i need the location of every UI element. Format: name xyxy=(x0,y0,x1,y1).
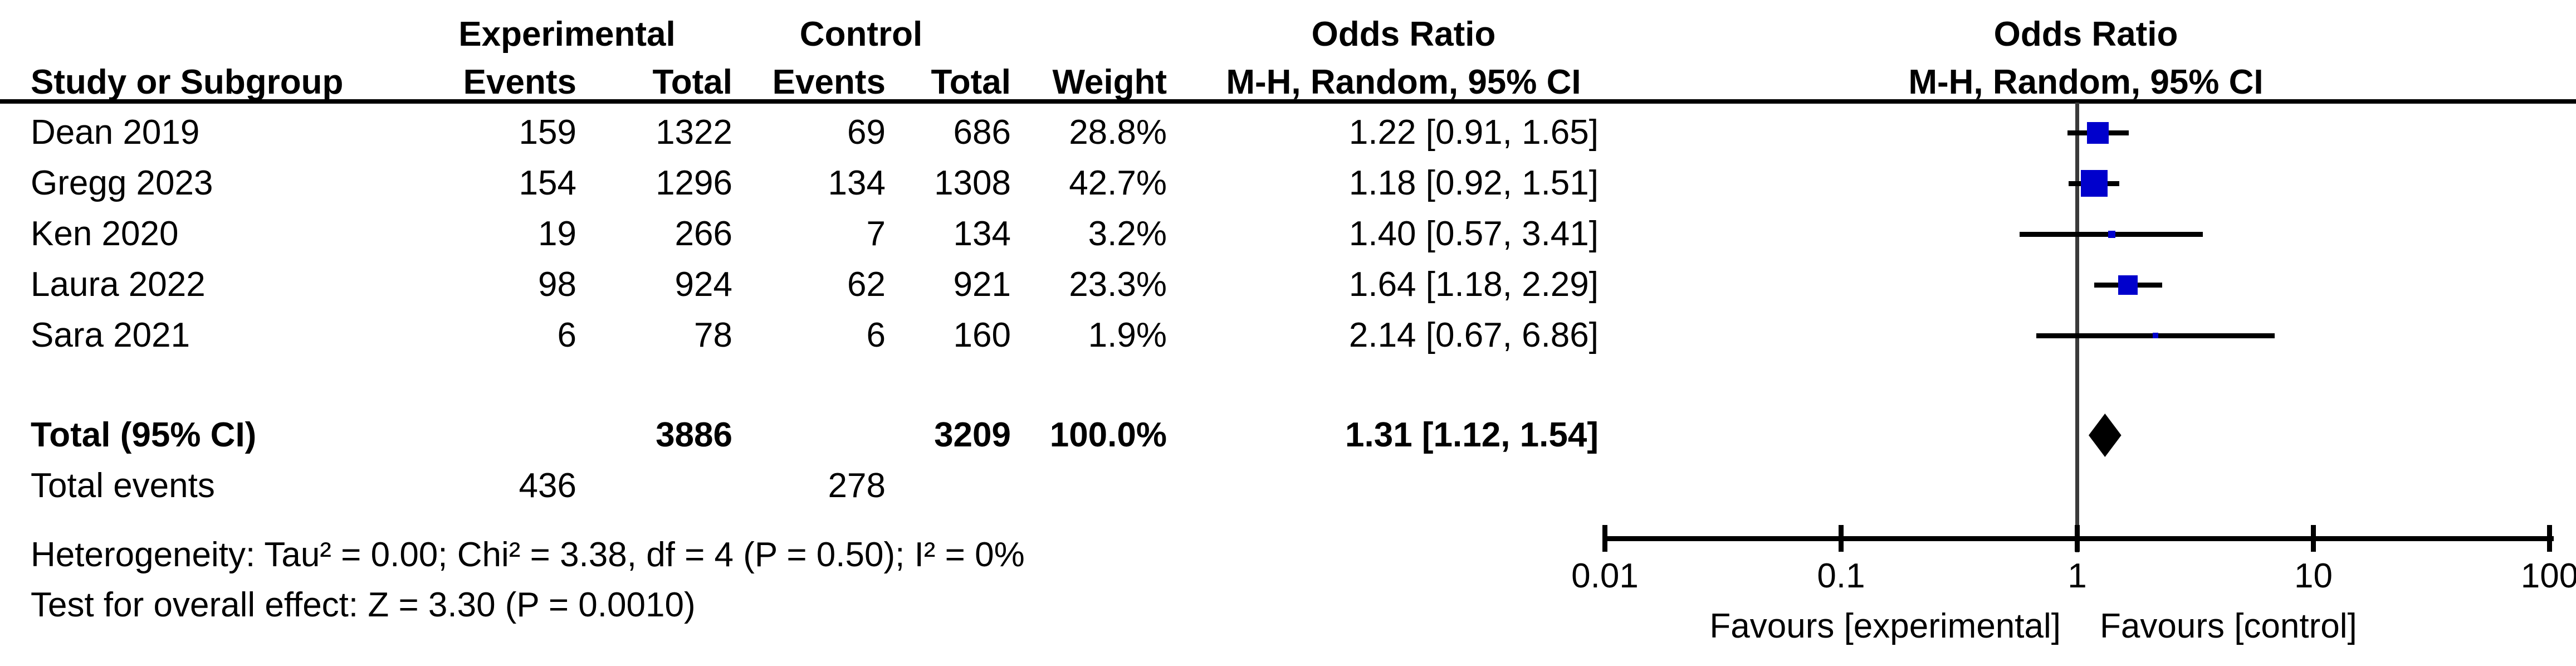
weight-cell: 28.8% xyxy=(1069,113,1167,152)
weight-cell: 3.2% xyxy=(1088,215,1167,253)
exp-total-cell: 78 xyxy=(694,316,732,354)
study-marker xyxy=(2152,333,2158,338)
ctrl-events-cell: 69 xyxy=(847,113,886,152)
axis-tick xyxy=(1839,525,1844,552)
study-name: Sara 2021 xyxy=(31,316,190,354)
exp-events-cell: 6 xyxy=(557,316,576,354)
plot-header-mh-ci: M-H, Random, 95% CI xyxy=(1908,63,2264,101)
exp-events-cell: 159 xyxy=(519,113,576,152)
col-header-study: Study or Subgroup xyxy=(31,63,344,101)
col-group-control: Control xyxy=(799,15,923,54)
axis-tick-label: 0.1 xyxy=(1817,557,1865,595)
exp-total-cell: 1322 xyxy=(656,113,732,152)
axis-tick xyxy=(2311,525,2316,552)
study-name: Dean 2019 xyxy=(31,113,200,152)
overall-effect-note: Test for overall effect: Z = 3.30 (P = 0… xyxy=(31,586,696,624)
or-ci-cell: 1.64 [1.18, 2.29] xyxy=(1348,265,1599,304)
col-header-ctrl-total: Total xyxy=(931,63,1011,101)
axis-tick-label: 10 xyxy=(2294,557,2333,595)
axis-tick xyxy=(2547,525,2552,552)
axis-tick-label: 0.01 xyxy=(1571,557,1639,595)
total-row-label: Total (95% CI) xyxy=(31,416,257,454)
col-header-ctrl-events: Events xyxy=(772,63,886,101)
study-marker xyxy=(2080,170,2108,197)
favours-control-label: Favours [control] xyxy=(2100,607,2357,645)
total-or-ci: 1.31 [1.12, 1.54] xyxy=(1345,416,1599,454)
ctrl-events-cell: 7 xyxy=(866,215,886,253)
axis-tick-label: 100 xyxy=(2520,557,2576,595)
header-rule xyxy=(0,99,2576,104)
col-group-experimental: Experimental xyxy=(458,15,676,54)
study-name: Ken 2020 xyxy=(31,215,179,253)
ctrl-total-cell: 134 xyxy=(953,215,1011,253)
axis-tick xyxy=(1602,525,1607,552)
exp-total-cell: 924 xyxy=(674,265,732,304)
col-header-exp-events: Events xyxy=(463,63,576,101)
study-name: Laura 2022 xyxy=(31,265,206,304)
ctrl-total-cell: 686 xyxy=(953,113,1011,152)
exp-events-cell: 19 xyxy=(538,215,576,253)
col-header-exp-total: Total xyxy=(652,63,733,101)
study-marker xyxy=(2118,275,2138,295)
total-exp-total: 3886 xyxy=(656,416,732,454)
col-header-weight: Weight xyxy=(1052,63,1167,101)
axis-tick-label: 1 xyxy=(2067,557,2087,595)
study-marker xyxy=(2108,230,2115,238)
total-ctrl-total: 3209 xyxy=(934,416,1011,454)
ctrl-events-cell: 6 xyxy=(866,316,886,354)
exp-total-cell: 1296 xyxy=(656,164,732,202)
col-header-mh-ci: M-H, Random, 95% CI xyxy=(1226,63,1581,101)
ctrl-events-cell: 62 xyxy=(847,265,886,304)
study-marker xyxy=(2086,121,2109,144)
axis-tick xyxy=(2075,525,2080,552)
weight-cell: 1.9% xyxy=(1088,316,1167,354)
exp-events-cell: 98 xyxy=(538,265,576,304)
total-events-exp: 436 xyxy=(519,466,576,505)
exp-events-cell: 154 xyxy=(519,164,576,202)
ctrl-events-cell: 134 xyxy=(828,164,886,202)
pooled-diamond xyxy=(2089,414,2122,457)
or-ci-cell: 2.14 [0.67, 6.86] xyxy=(1348,316,1599,354)
null-effect-line xyxy=(2075,103,2079,552)
or-ci-cell: 1.22 [0.91, 1.65] xyxy=(1348,113,1599,152)
study-name: Gregg 2023 xyxy=(31,164,213,202)
or-ci-cell: 1.40 [0.57, 3.41] xyxy=(1348,215,1599,253)
weight-cell: 23.3% xyxy=(1069,265,1167,304)
ctrl-total-cell: 1308 xyxy=(934,164,1011,202)
favours-experimental-label: Favours [experimental] xyxy=(1709,607,2061,645)
ctrl-total-cell: 921 xyxy=(953,265,1011,304)
col-group-odds-ratio: Odds Ratio xyxy=(1311,15,1496,54)
weight-cell: 42.7% xyxy=(1069,164,1167,202)
total-events-ctrl: 278 xyxy=(828,466,886,505)
total-events-label: Total events xyxy=(31,466,215,505)
or-ci-cell: 1.18 [0.92, 1.51] xyxy=(1348,164,1599,202)
ctrl-total-cell: 160 xyxy=(953,316,1011,354)
plot-title-odds-ratio: Odds Ratio xyxy=(1993,15,2178,54)
total-weight: 100.0% xyxy=(1049,416,1167,454)
heterogeneity-note: Heterogeneity: Tau² = 0.00; Chi² = 3.38,… xyxy=(31,536,1025,574)
exp-total-cell: 266 xyxy=(674,215,732,253)
